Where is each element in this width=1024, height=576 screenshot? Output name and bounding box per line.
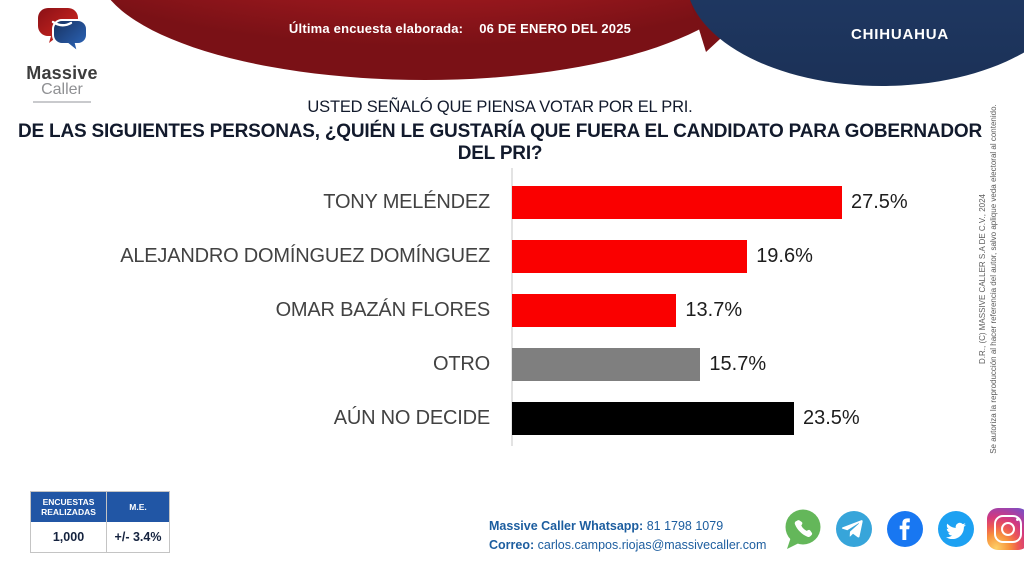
- copyright-line-1: D.R., (C) MASSIVE CALLER S.A DE C.V., 20…: [978, 194, 987, 364]
- chart-row: OMAR BAZÁN FLORES 13.7%: [0, 283, 1000, 337]
- last-survey-label: Última encuesta elaborada:: [288, 21, 464, 36]
- sample-stats-table: ENCUESTAS REALIZADAS M.E. 1,000 +/- 3.4%: [30, 491, 170, 553]
- logo-word-caller: Caller: [41, 81, 83, 98]
- bar-category-label: ALEJANDRO DOMÍNGUEZ DOMÍNGUEZ: [120, 244, 490, 267]
- bar-category-label: OTRO: [433, 352, 490, 375]
- instagram-flash-dot: [1015, 517, 1019, 521]
- email-label: Correo:: [489, 538, 535, 552]
- header-banner-graphics: [110, 0, 1024, 86]
- bar: [512, 185, 842, 219]
- copyright-line-2: Se autoriza la reproducción al hacer ref…: [989, 104, 998, 454]
- contact-block: Massive Caller Whatsapp: 81 1798 1079 Co…: [489, 517, 766, 555]
- email-line: Correo: carlos.campos.riojas@massivecall…: [489, 536, 766, 555]
- bar-value-label: 19.6%: [756, 244, 813, 267]
- bar: [512, 347, 701, 381]
- bar-category-label: AÚN NO DECIDE: [333, 406, 491, 429]
- surveys-header-cell: ENCUESTAS REALIZADAS: [31, 492, 107, 522]
- surveys-value-cell: 1,000: [31, 522, 107, 552]
- email-address: carlos.campos.riojas@massivecaller.com: [537, 538, 767, 552]
- bar-chart: TONY MELÉNDEZ 27.5% ALEJANDRO DOMÍNGUEZ DO…: [0, 175, 1000, 445]
- question-line-1: USTED SEÑALÓ QUE PIENSA VOTAR POR EL PRI…: [307, 98, 693, 116]
- logo-word-massive: Massive: [26, 63, 98, 83]
- instagram-icon[interactable]: [987, 508, 1024, 550]
- whatsapp-line: Massive Caller Whatsapp: 81 1798 1079: [489, 517, 766, 536]
- bar: [512, 293, 677, 327]
- chart-row: TONY MELÉNDEZ 27.5%: [0, 175, 1000, 229]
- whatsapp-label: Massive Caller Whatsapp:: [489, 519, 644, 533]
- massive-caller-logo: Massive Caller: [16, 6, 108, 103]
- telegram-icon[interactable]: [834, 509, 874, 549]
- social-icons-row: [782, 508, 1024, 550]
- last-survey-banner: Última encuesta elaborada: 06 DE ENERO D…: [250, 21, 670, 36]
- question-title: USTED SEÑALÓ QUE PIENSA VOTAR POR EL PRI…: [0, 98, 1000, 165]
- bar: [512, 401, 794, 435]
- margin-error-value-cell: +/- 3.4%: [107, 522, 169, 552]
- region-title: CHIHUAHUA: [850, 26, 950, 43]
- last-survey-date: 06 DE ENERO DEL 2025: [479, 21, 632, 36]
- bar-value-label: 15.7%: [709, 352, 767, 375]
- chart-row: OTRO 15.7%: [0, 337, 1000, 391]
- instagram-frame: [994, 515, 1022, 543]
- twitter-icon[interactable]: [936, 509, 976, 549]
- instagram-lens: [1001, 522, 1015, 536]
- copyright-vertical-text: D.R., (C) MASSIVE CALLER S.A DE C.V., 20…: [977, 67, 1003, 491]
- bar-value-label: 13.7%: [685, 298, 743, 321]
- blue-banner-shape: [690, 0, 1024, 86]
- whatsapp-icon[interactable]: [782, 508, 823, 550]
- facebook-icon[interactable]: [885, 509, 925, 549]
- bar-category-label: OMAR BAZÁN FLORES: [275, 298, 491, 321]
- question-line-2: DE LAS SIGUIENTES PERSONAS, ¿QUIÉN LE GU…: [17, 121, 983, 164]
- bar-value-label: 27.5%: [851, 190, 908, 213]
- chart-row: AÚN NO DECIDE 23.5%: [0, 391, 1000, 445]
- bar-value-label: 23.5%: [803, 406, 860, 429]
- chat-bubbles-icon: [38, 8, 88, 55]
- bar: [512, 239, 748, 273]
- bar-category-label: TONY MELÉNDEZ: [323, 190, 490, 213]
- margin-error-header-cell: M.E.: [107, 492, 169, 522]
- logo-divider: [33, 101, 91, 103]
- whatsapp-number: 81 1798 1079: [646, 519, 724, 533]
- red-banner-shape: [110, 0, 740, 80]
- chart-row: ALEJANDRO DOMÍNGUEZ DOMÍNGUEZ 19.6%: [0, 229, 1000, 283]
